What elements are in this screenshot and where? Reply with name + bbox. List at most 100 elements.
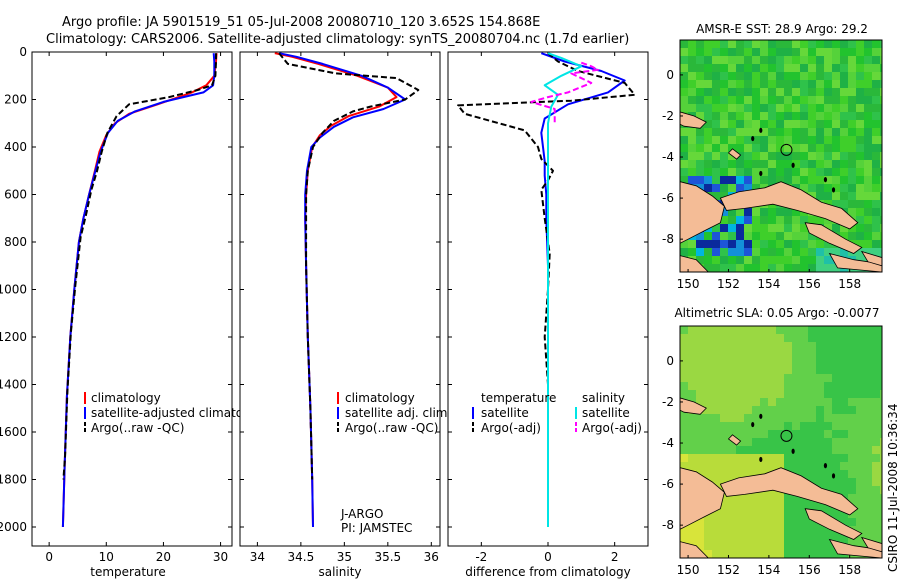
map-cell [696, 462, 704, 470]
salinity-annotation-pi: PI: JAMSTEC [341, 521, 412, 535]
map-cell [792, 382, 800, 390]
map-cell [736, 136, 744, 144]
map-cell [864, 56, 872, 64]
map-cell [712, 406, 720, 414]
temperature-legend: climatology satellite-adjusted climatolo… [84, 391, 269, 435]
map-cell [824, 390, 832, 398]
map-cell [848, 510, 856, 518]
map-cell [720, 40, 728, 48]
map-cell [728, 224, 736, 232]
map-cell [760, 326, 768, 334]
map-cell [696, 136, 704, 144]
map-cell [744, 264, 752, 272]
map-cell [688, 390, 696, 398]
map-cell [736, 160, 744, 168]
map-cell [688, 334, 696, 342]
map-cell [872, 494, 880, 502]
map-cell [696, 350, 704, 358]
map-cell [752, 176, 760, 184]
map-cell [712, 80, 720, 88]
map-cell [856, 104, 864, 112]
map-cell [800, 446, 808, 454]
map-cell [720, 470, 728, 478]
map-cell [744, 112, 752, 120]
map-cell [808, 120, 816, 128]
map-cell [776, 446, 784, 454]
map-cell [760, 518, 768, 526]
map-cell [752, 334, 760, 342]
map-cell [864, 414, 872, 422]
map-cell [832, 478, 840, 486]
map-cell [792, 256, 800, 264]
map-cell [808, 64, 816, 72]
map-cell [752, 104, 760, 112]
map-cell [744, 502, 752, 510]
map-cell [728, 398, 736, 406]
map-cell [832, 406, 840, 414]
map-cell [832, 88, 840, 96]
map-cell [776, 534, 784, 542]
map-cell [864, 518, 872, 526]
map-cell [680, 40, 688, 48]
map-cell [736, 168, 744, 176]
map-cell [720, 224, 728, 232]
map-cell [848, 112, 856, 120]
map-cell [872, 160, 880, 168]
small-island [823, 177, 828, 183]
map-cell [768, 88, 776, 96]
map-cell [864, 334, 872, 342]
map-cell [784, 542, 792, 550]
small-island [823, 463, 828, 469]
temperature-xtick-label-2: 20 [156, 550, 171, 564]
map-cell [872, 64, 880, 72]
map-cell [880, 168, 882, 176]
difference-series-2 [543, 52, 583, 527]
map-cell [680, 72, 688, 80]
map-cell [880, 208, 882, 216]
map-cell [760, 382, 768, 390]
sst_map-xtick-label-1: 152 [717, 277, 740, 291]
map-cell [736, 144, 744, 152]
map-cell [872, 184, 880, 192]
map-cell [728, 518, 736, 526]
map-cell [864, 72, 872, 80]
map-cell [856, 136, 864, 144]
map-cell [768, 256, 776, 264]
sla_map-ytick-label-0: 0 [666, 354, 674, 368]
map-cell [848, 224, 856, 232]
map-cell [856, 398, 864, 406]
map-cell [688, 366, 696, 374]
map-cell [736, 534, 744, 542]
map-cell [800, 176, 808, 184]
map-cell [712, 414, 720, 422]
map-cell [872, 534, 880, 542]
map-cell [792, 374, 800, 382]
sst-map-panel: AMSR-E SST: 28.9 Argo: 29.2 150 152 154 156… [662, 22, 883, 291]
map-cell [824, 478, 832, 486]
map-cell [704, 526, 712, 534]
map-cell [880, 56, 882, 64]
map-cell [768, 112, 776, 120]
salinity-xtick-label-4: 36 [424, 550, 439, 564]
map-cell [776, 104, 784, 112]
map-cell [880, 430, 882, 438]
map-cell [760, 248, 768, 256]
sla_map-xtick-label-2: 154 [757, 563, 780, 577]
map-cell [760, 152, 768, 160]
map-cell [792, 72, 800, 80]
map-cell [848, 120, 856, 128]
map-cell [728, 112, 736, 120]
map-cell [880, 478, 882, 486]
map-cell [872, 406, 880, 414]
map-cell [712, 264, 720, 272]
map-cell [792, 160, 800, 168]
map-cell [784, 454, 792, 462]
map-cell [856, 358, 864, 366]
map-cell [832, 430, 840, 438]
map-cell [784, 366, 792, 374]
map-cell [800, 390, 808, 398]
figure-title-line1: Argo profile: JA 5901519_51 05-Jul-2008 … [62, 15, 540, 30]
map-cell [824, 240, 832, 248]
map-cell [784, 406, 792, 414]
map-cell [800, 256, 808, 264]
